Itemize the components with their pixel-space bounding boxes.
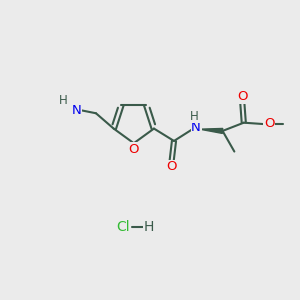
Text: O: O <box>129 142 139 156</box>
Text: H: H <box>59 94 68 107</box>
Text: Cl: Cl <box>117 220 130 234</box>
Text: O: O <box>237 90 247 103</box>
Text: H: H <box>143 220 154 234</box>
Polygon shape <box>200 128 223 134</box>
Text: H: H <box>190 110 199 123</box>
Text: N: N <box>71 104 81 117</box>
Text: O: O <box>167 160 177 173</box>
Text: O: O <box>264 117 274 130</box>
Text: N: N <box>191 122 201 134</box>
